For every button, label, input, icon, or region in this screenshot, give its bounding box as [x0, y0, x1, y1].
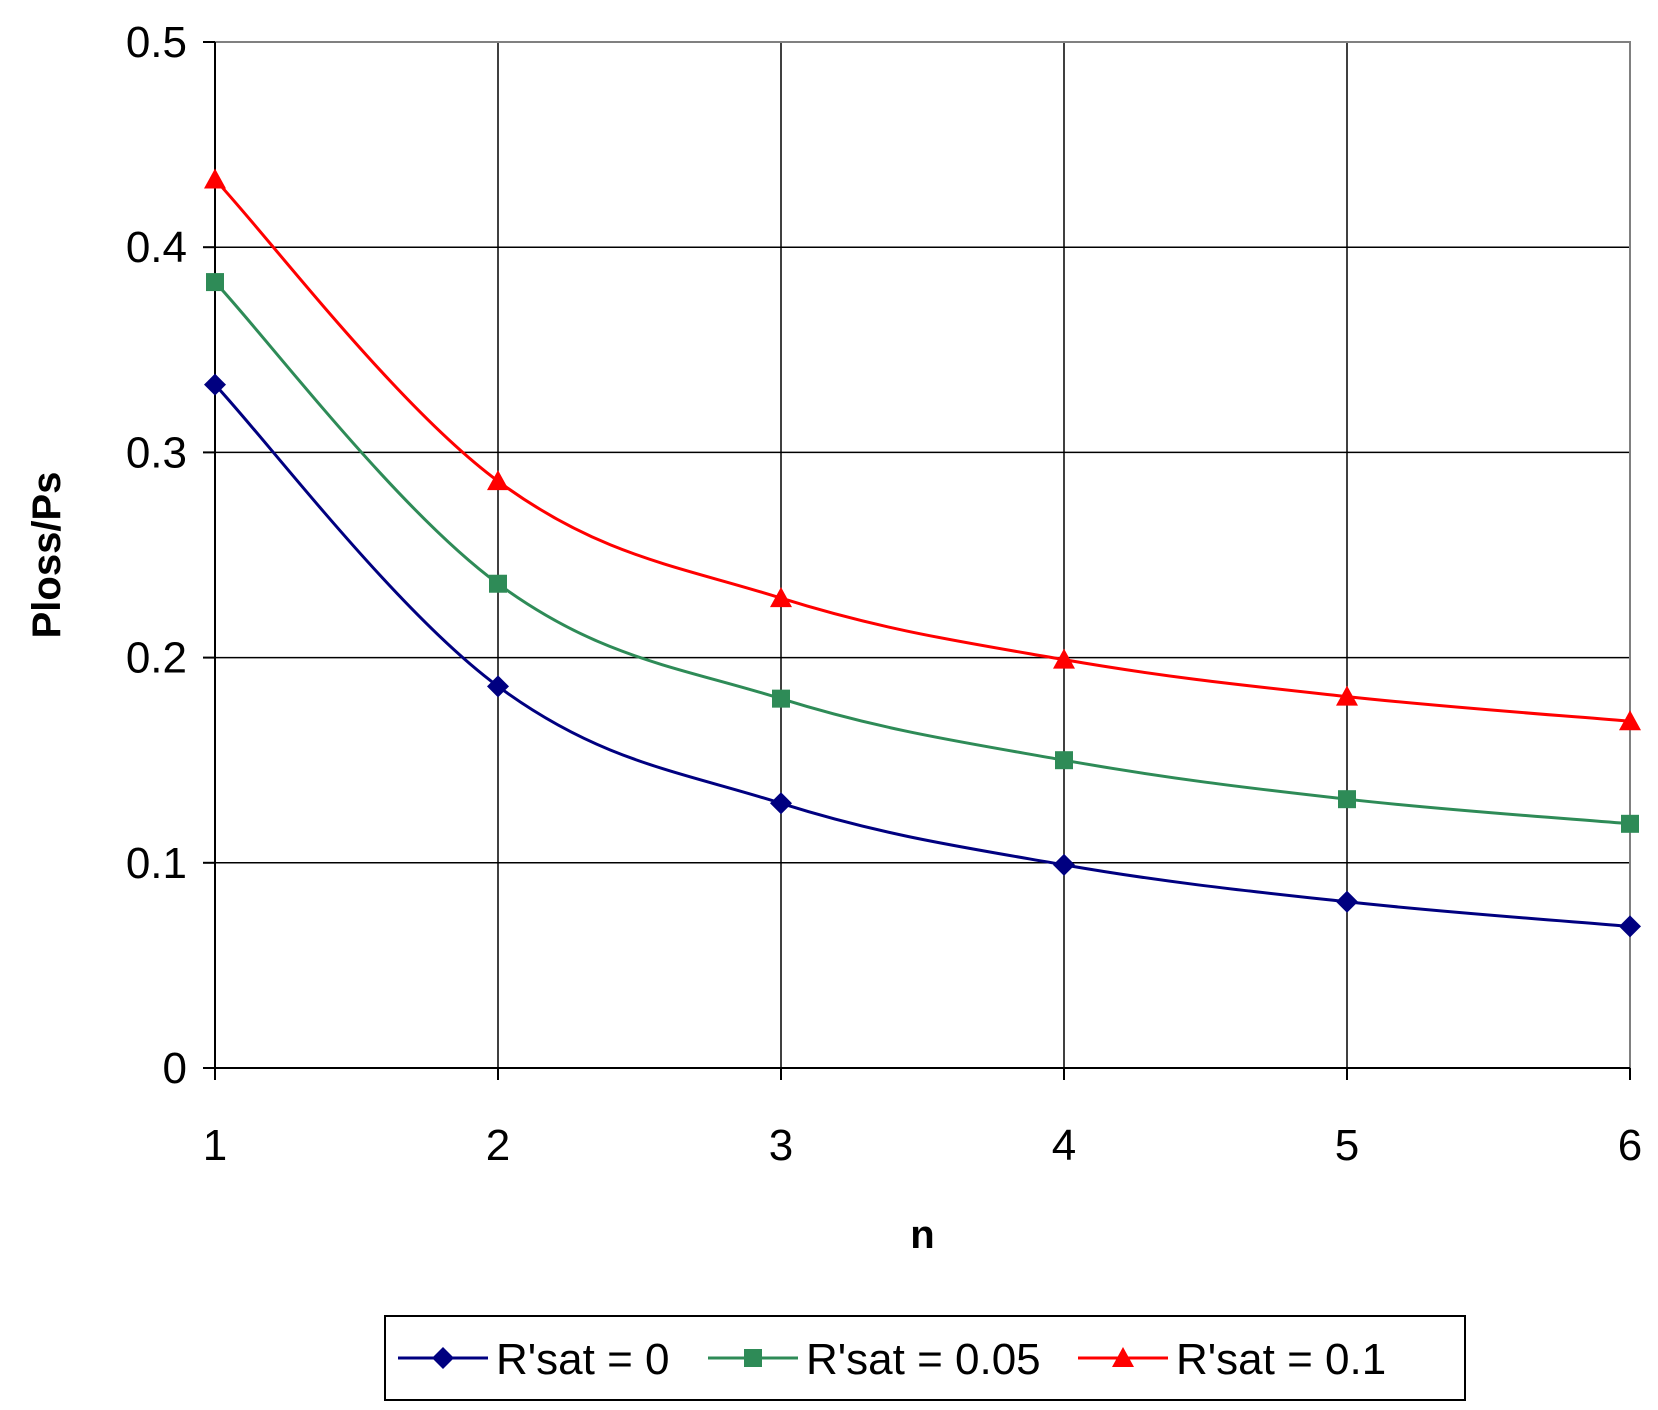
y-tick-label: 0.5: [126, 18, 187, 67]
series-line: [213, 383, 1631, 928]
legend-box: [384, 1315, 1466, 1401]
y-tick-label: 0.2: [126, 634, 187, 683]
data-point: [1619, 915, 1641, 938]
legend-marker: [432, 1347, 454, 1369]
x-tick-label: 1: [203, 1121, 227, 1170]
data-point: [487, 675, 509, 698]
legend-marker: [1112, 1347, 1134, 1367]
y-tick-label: 0.1: [126, 839, 187, 888]
data-point: [772, 689, 790, 708]
y-tick-label: 0: [163, 1044, 187, 1093]
data-point: [1338, 790, 1356, 809]
x-tick-label: 3: [769, 1121, 793, 1170]
data-point: [489, 574, 507, 593]
data-point: [1336, 890, 1358, 913]
legend: R'sat = 0 R'sat = 0.05 R'sat = 0.1: [384, 1315, 1466, 1401]
data-point: [1336, 685, 1358, 706]
series-1: [204, 373, 1641, 938]
x-axis-label: n: [910, 1213, 934, 1257]
data-point: [1055, 751, 1073, 770]
data-point: [770, 587, 792, 608]
data-point: [204, 168, 226, 189]
legend-label: R'sat = 0: [496, 1335, 670, 1384]
data-point: [204, 373, 226, 396]
legend-item-3: R'sat = 0.1: [1078, 1335, 1386, 1384]
data-point: [1053, 853, 1075, 876]
data-point: [1621, 814, 1639, 833]
y-axis-label: Ploss/Ps: [25, 472, 69, 639]
legend-item-1: R'sat = 0: [398, 1335, 670, 1384]
series-3: [204, 168, 1641, 731]
data-point: [1053, 648, 1075, 669]
data-point: [1619, 710, 1641, 731]
grid: [214, 41, 1631, 1069]
axes: [203, 41, 1631, 1080]
y-tick-label: 0.4: [126, 223, 187, 272]
series-2: [206, 273, 1639, 833]
x-tick-label: 6: [1618, 1121, 1642, 1170]
x-tick-label: 5: [1335, 1121, 1359, 1170]
legend-item-2: R'sat = 0.05: [708, 1335, 1041, 1384]
tick-labels: 0 0.1 0.2 0.3 0.4 0.5 1 2 3 4 5 6: [126, 18, 1642, 1170]
plot-area: [214, 41, 1631, 1069]
data-point: [206, 273, 224, 292]
series-line: [213, 281, 1631, 826]
x-tick-label: 4: [1052, 1121, 1076, 1170]
legend-label: R'sat = 0.05: [806, 1335, 1041, 1384]
data-point: [487, 470, 509, 491]
data-point: [770, 792, 792, 815]
y-tick-label: 0.3: [126, 428, 187, 477]
legend-label: R'sat = 0.1: [1176, 1335, 1386, 1384]
series-line: [213, 178, 1631, 723]
legend-marker: [744, 1349, 762, 1367]
x-tick-label: 2: [486, 1121, 510, 1170]
series-group: [204, 168, 1641, 938]
